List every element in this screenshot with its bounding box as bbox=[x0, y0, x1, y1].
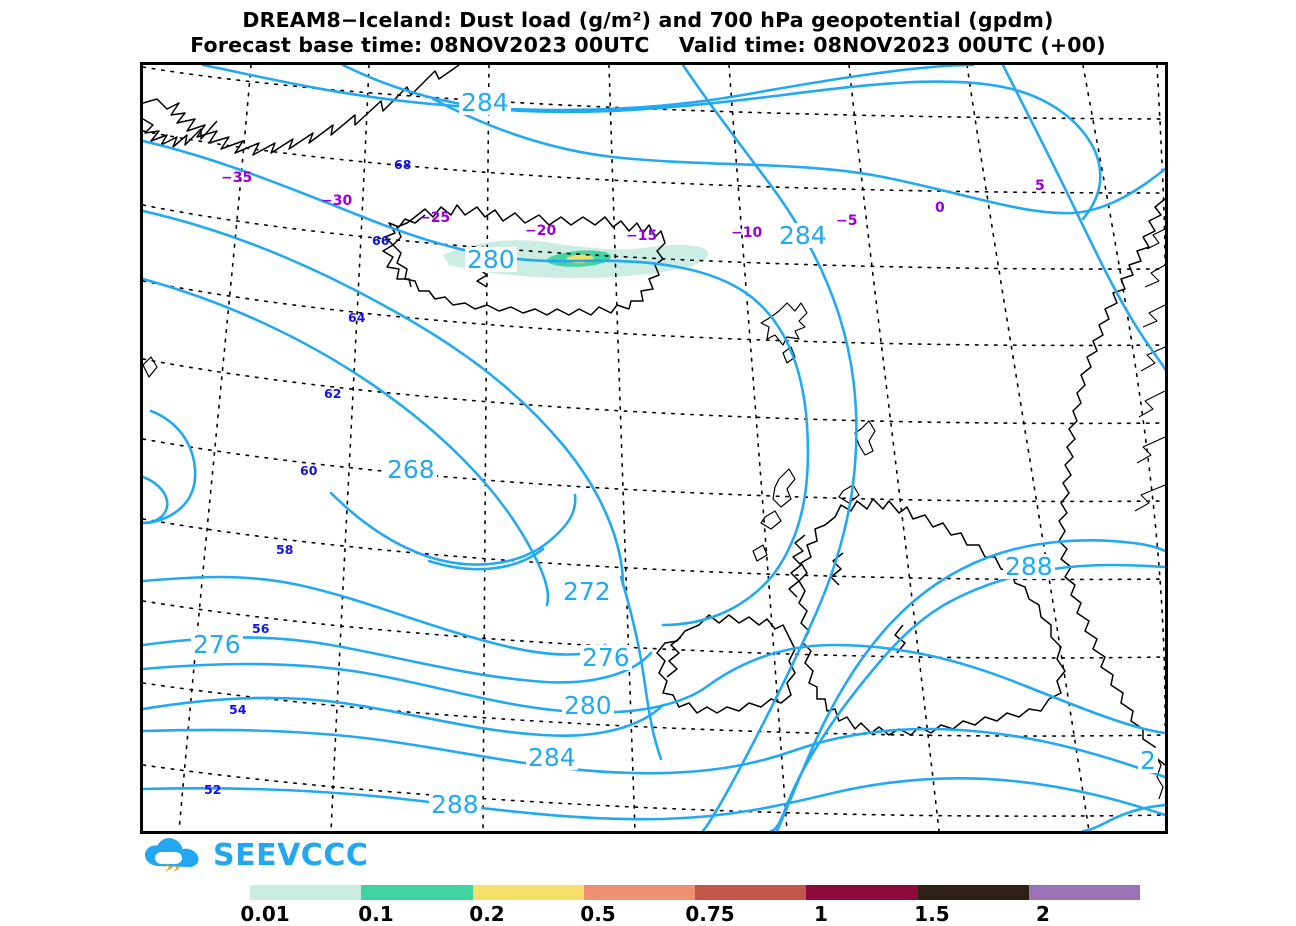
colorbar-tick-5: 1 bbox=[814, 902, 828, 926]
colorbar-segment-0p2 bbox=[472, 885, 584, 900]
dust-load-colorbar: 0.01 0.1 0.2 0.5 0.75 1 1.5 2 bbox=[240, 885, 1140, 926]
contour-272-right-branch bbox=[619, 575, 663, 761]
chart-title-block: DREAM8−Iceland: Dust load (g/m²) and 700… bbox=[0, 8, 1296, 58]
cloud-inner bbox=[155, 852, 182, 864]
geopotential-contours bbox=[143, 65, 1165, 831]
greenland-coast bbox=[143, 65, 460, 156]
parallel-64 bbox=[143, 204, 1165, 270]
colorbar-segment-2 bbox=[1028, 885, 1140, 900]
colorbar-tick-4: 0.75 bbox=[685, 902, 735, 926]
contour-low-cell-b bbox=[143, 475, 169, 525]
cloud-icon bbox=[145, 838, 199, 872]
contour-284-mid bbox=[431, 97, 1165, 215]
parallel-66 bbox=[143, 130, 1165, 194]
norway-fjords bbox=[1134, 228, 1165, 512]
colorbar-tick-1: 0.1 bbox=[358, 902, 394, 926]
contour-284-bottom bbox=[143, 727, 1165, 779]
meridian-m25 bbox=[482, 65, 490, 831]
outer-hebrides bbox=[772, 468, 796, 508]
parallel-68 bbox=[143, 66, 1165, 120]
contour-272-left bbox=[143, 277, 550, 607]
orkney-islands bbox=[838, 484, 860, 504]
contour-long-scotland bbox=[681, 65, 858, 831]
colorbar-tick-0: 0.01 bbox=[240, 902, 290, 926]
parallel-58 bbox=[143, 438, 1165, 503]
arrow-icon-2 bbox=[173, 864, 180, 872]
colorbar-segment-0p75 bbox=[695, 885, 807, 900]
contour-280-iceland bbox=[143, 139, 810, 627]
parallel-54 bbox=[143, 600, 1165, 659]
contour-288-irishsea bbox=[775, 539, 1165, 831]
contour-284-top bbox=[201, 65, 975, 112]
contour-276-lower bbox=[143, 636, 653, 684]
hebrides-south bbox=[760, 510, 782, 530]
iceland-westfjords bbox=[382, 214, 426, 288]
seevccc-logo: SEEVCCC bbox=[143, 834, 418, 878]
colorbar-tick-labels: 0.01 0.1 0.2 0.5 0.75 1 1.5 2 bbox=[240, 902, 1140, 926]
arrow-icon bbox=[165, 863, 173, 872]
map-panel[interactable]: 68 66 64 62 60 58 56 54 52 50 −35 −30 −2… bbox=[140, 62, 1168, 834]
forecast-time-subtitle: Forecast base time: 08NOV2023 00UTC Vali… bbox=[190, 33, 1106, 57]
norway-coast bbox=[1058, 198, 1165, 766]
colorbar-segment-1 bbox=[806, 885, 918, 900]
colorbar-tick-7: 2 bbox=[1036, 902, 1050, 926]
shetland-islands bbox=[854, 420, 876, 456]
colorbar-tick-2: 0.2 bbox=[469, 902, 505, 926]
great-britain-coast bbox=[798, 498, 1066, 736]
seevccc-logo-text: SEEVCCC bbox=[213, 838, 369, 873]
page-title: DREAM8−Iceland: Dust load (g/m²) and 700… bbox=[242, 8, 1054, 32]
contour-right-edge-short bbox=[1081, 803, 1165, 831]
contour-276-upper bbox=[143, 209, 625, 587]
island-nw bbox=[143, 356, 158, 378]
contour-268 bbox=[329, 491, 577, 566]
hebrides-barra bbox=[752, 544, 768, 562]
colorbar-tick-6: 1.5 bbox=[914, 902, 950, 926]
coastlines bbox=[143, 65, 1165, 800]
iceland-coast bbox=[392, 204, 666, 316]
colorbar-segment-1p5 bbox=[917, 885, 1029, 900]
colorbar-gradient bbox=[250, 885, 1140, 900]
meridian-m5 bbox=[966, 65, 1090, 831]
colorbar-segment-0p1 bbox=[361, 885, 473, 900]
meridian-m30 bbox=[330, 65, 370, 831]
parallel-56 bbox=[143, 518, 1165, 581]
parallel-62 bbox=[143, 280, 1165, 347]
parallel-60 bbox=[143, 358, 1165, 425]
meridian-5 bbox=[1156, 65, 1165, 266]
contour-268-label-break bbox=[427, 547, 545, 571]
map-canvas bbox=[143, 65, 1165, 831]
contour-276-lower-b bbox=[143, 696, 665, 737]
meridian-m20 bbox=[608, 65, 636, 831]
faroe-islands bbox=[760, 302, 808, 346]
meridian-m10 bbox=[848, 65, 940, 831]
contour-288-bottom bbox=[143, 777, 1165, 821]
colorbar-segment-0p01 bbox=[250, 885, 362, 900]
meridian-0 bbox=[1082, 65, 1165, 726]
faroe-suduroy bbox=[782, 346, 796, 364]
contour-272-lower bbox=[143, 575, 607, 656]
parallel-50 bbox=[143, 764, 1165, 817]
contour-norway-cross bbox=[1001, 65, 1165, 371]
greenland-coast-detail bbox=[143, 118, 218, 148]
scotland-west-coast-detail bbox=[788, 534, 806, 598]
contour-280-lower bbox=[143, 643, 1165, 735]
contour-288-england bbox=[769, 563, 1165, 831]
parallel-52 bbox=[143, 682, 1165, 737]
ireland-coast bbox=[656, 614, 796, 714]
ireland-west-coast-detail bbox=[666, 636, 682, 678]
colorbar-segment-0p5 bbox=[583, 885, 695, 900]
graticule bbox=[143, 65, 1165, 831]
meridian-m15 bbox=[728, 65, 788, 831]
colorbar-tick-3: 0.5 bbox=[580, 902, 616, 926]
contour-low-cell-a bbox=[143, 409, 197, 524]
